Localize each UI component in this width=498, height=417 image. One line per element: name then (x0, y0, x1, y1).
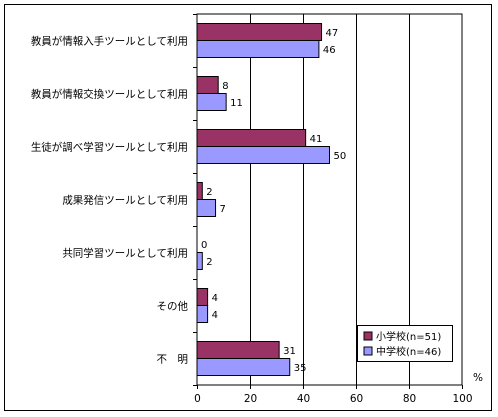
legend-swatch-1 (363, 346, 373, 356)
bar-series0-5 (196, 288, 209, 306)
plot-area (196, 13, 463, 386)
data-label-series0-1: 8 (222, 81, 228, 92)
bar-series0-1 (196, 76, 219, 94)
x-tick-label-80: 80 (403, 393, 416, 405)
x-tick-label-100: 100 (452, 393, 472, 405)
legend-swatch-0 (363, 331, 373, 341)
category-label-6: 不 明 (157, 354, 189, 366)
bar-series0-0 (196, 23, 323, 41)
data-label-series1-1: 11 (230, 98, 243, 109)
data-label-series1-4: 2 (206, 257, 212, 268)
bar-series1-3 (196, 199, 217, 217)
bar-series0-2 (196, 129, 307, 147)
data-label-series1-6: 35 (294, 363, 307, 374)
bar-series1-6 (196, 358, 291, 376)
bar-series1-1 (196, 93, 227, 111)
data-label-series0-4: 0 (201, 240, 207, 251)
category-label-0: 教員が情報入手ツールとして利用 (31, 35, 188, 48)
category-label-4: 共同学習ツールとして利用 (62, 247, 188, 260)
data-label-series1-2: 50 (334, 151, 347, 162)
legend-box (357, 325, 453, 362)
x-tick-label-60: 60 (350, 393, 363, 405)
bar-series1-5 (196, 305, 209, 323)
bar-series1-0 (196, 40, 320, 58)
category-label-1: 教員が情報交換ツールとして利用 (31, 88, 188, 101)
category-label-3: 成果発信ツールとして利用 (62, 194, 188, 207)
data-label-series1-0: 46 (323, 45, 336, 56)
legend-label-0: 小学校(n=51) (376, 330, 441, 343)
data-label-series1-3: 7 (220, 204, 226, 215)
data-label-series0-0: 47 (326, 28, 339, 39)
x-tick-label-20: 20 (244, 393, 257, 405)
x-unit-label: % (473, 372, 483, 384)
legend-label-1: 中学校(n=46) (376, 345, 441, 358)
data-label-series0-6: 31 (283, 346, 296, 357)
bar-series0-6 (196, 341, 280, 359)
category-label-5: その他 (157, 300, 189, 313)
bar-series0-3 (196, 182, 203, 200)
data-label-series0-5: 4 (212, 293, 218, 304)
x-tick-label-0: 0 (194, 393, 201, 405)
x-tick-label-40: 40 (297, 393, 310, 405)
data-label-series0-2: 41 (310, 134, 323, 145)
bar-series1-4 (196, 252, 203, 270)
category-label-2: 生徒が調べ学習ツールとして利用 (31, 141, 188, 154)
bar-series1-2 (196, 146, 330, 164)
data-label-series0-3: 2 (206, 187, 212, 198)
data-label-series1-5: 4 (212, 310, 218, 321)
